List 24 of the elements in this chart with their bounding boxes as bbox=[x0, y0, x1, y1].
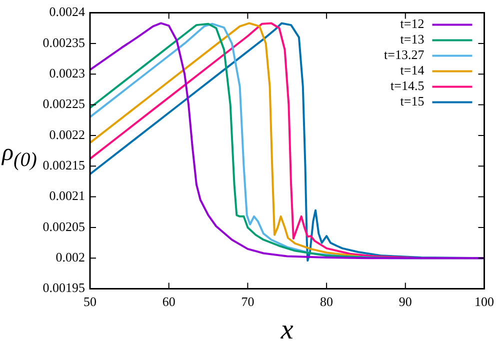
x-tick-label: 100 bbox=[474, 294, 494, 310]
y-tick-label: 0.0021 bbox=[49, 188, 85, 204]
y-tick-label: 0.00215 bbox=[42, 158, 85, 173]
y-tick-label: 0.0022 bbox=[49, 126, 85, 142]
y-tick-label: 0.00235 bbox=[42, 34, 85, 50]
y-tick-label: 0.00205 bbox=[42, 218, 85, 234]
y-tick-label: 0.002 bbox=[56, 250, 85, 265]
y-tick-label: 0.0023 bbox=[49, 66, 85, 81]
y-tick-label: 0.0024 bbox=[49, 4, 86, 20]
y-tick-label: 0.00225 bbox=[42, 96, 85, 112]
x-tick-label: 70 bbox=[241, 294, 254, 310]
x-axis-title: x bbox=[280, 314, 294, 346]
legend-label: t=12 bbox=[400, 16, 424, 32]
legend-label: t=13 bbox=[400, 32, 424, 47]
x-tick-label: 90 bbox=[398, 294, 412, 310]
y-axis-title: ρ$_{(0)}$ bbox=[2, 140, 37, 172]
x-tick-label: 80 bbox=[320, 294, 334, 310]
y-tick-label: 0.00195 bbox=[42, 280, 85, 296]
legend-label: t=14.5 bbox=[390, 78, 424, 94]
x-tick-label: 50 bbox=[84, 294, 96, 310]
legend-label: t=13.27 bbox=[384, 47, 425, 62]
x-tick-label: 60 bbox=[162, 294, 176, 310]
legend-label: t=14 bbox=[400, 62, 425, 78]
legend-label: t=15 bbox=[400, 94, 424, 109]
